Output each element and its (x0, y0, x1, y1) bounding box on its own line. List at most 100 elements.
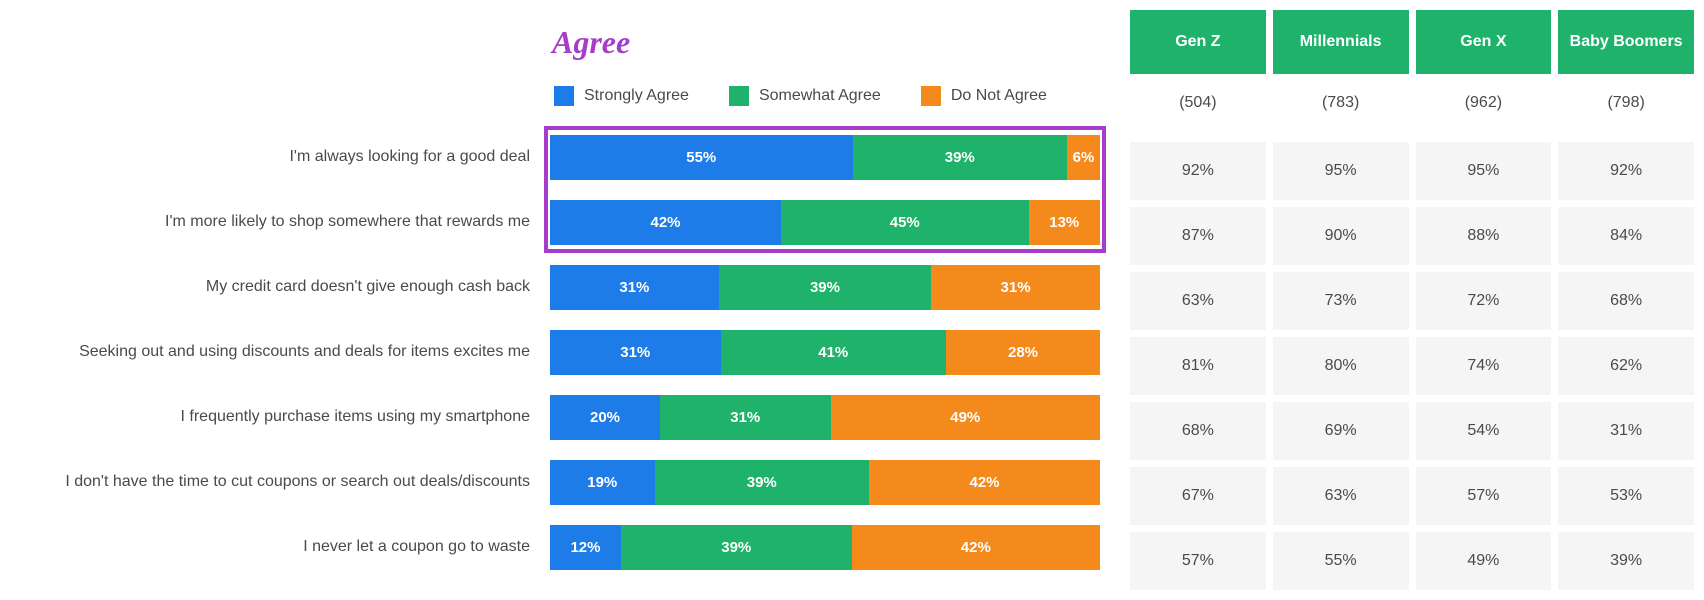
bar-segment: 13% (1029, 200, 1101, 245)
bar-segment: 55% (550, 135, 853, 180)
generation-cell: 84% (1558, 207, 1694, 265)
row-label: I'm always looking for a good deal (10, 148, 550, 166)
bar-segment: 39% (655, 460, 870, 505)
generation-cell: 49% (1416, 532, 1552, 590)
generation-cell: 69% (1273, 402, 1409, 460)
bars-wrap: 55%39%6%42%45%13%31%39%31%31%41%28%20%31… (550, 118, 1100, 576)
generation-cells-wrap: 95% 88% 72% 74% 54% 57% 49% (1416, 132, 1552, 590)
bar-segment: 45% (781, 200, 1029, 245)
legend-row: Strongly Agree Somewhat Agree Do Not Agree (550, 74, 1100, 118)
legend-swatch (554, 86, 574, 106)
stacked-bar: 31%39%31% (550, 265, 1100, 310)
generations-table: Gen Z(504)92%87%63%81%68%67%57%Millennia… (1100, 10, 1694, 590)
stacked-bar: 55%39%6% (550, 135, 1100, 180)
row-label: Seeking out and using discounts and deal… (10, 343, 550, 361)
generation-cells-wrap: 95%90%73%80%69%63%55% (1273, 132, 1409, 590)
generation-cell: 57% (1416, 467, 1552, 525)
generation-n: (504) (1130, 81, 1266, 125)
label-row: Seeking out and using discounts and deal… (10, 323, 550, 381)
generation-cell: 31% (1558, 402, 1694, 460)
legend-swatch (729, 86, 749, 106)
generation-n: (783) (1273, 81, 1409, 125)
bar-segment: 20% (550, 395, 660, 440)
bar-segment: 31% (550, 265, 719, 310)
row-label: I frequently purchase items using my sma… (10, 408, 550, 426)
row-labels-wrap: I'm always looking for a good deal I'm mo… (10, 118, 550, 576)
generation-column: Gen Z(504)92%87%63%81%68%67%57% (1130, 10, 1266, 590)
bar-row: 42%45%13% (550, 193, 1100, 251)
bar-row: 31%39%31% (550, 258, 1100, 316)
bar-segment: 39% (853, 135, 1068, 180)
generation-cell: 80% (1273, 337, 1409, 395)
header-spacer (10, 10, 550, 74)
chart-title: Agree (550, 24, 630, 61)
legend-label: Strongly Agree (584, 87, 689, 105)
bar-segment: 19% (550, 460, 655, 505)
stacked-bar: 20%31%49% (550, 395, 1100, 440)
label-row: I'm more likely to shop somewhere that r… (10, 193, 550, 251)
generation-cell: 73% (1273, 272, 1409, 330)
stacked-bar: 12%39%42% (550, 525, 1100, 570)
generation-cell: 68% (1558, 272, 1694, 330)
legend-swatch (921, 86, 941, 106)
legend-label: Somewhat Agree (759, 87, 881, 105)
generation-cell: 95% (1273, 142, 1409, 200)
generation-n: (798) (1558, 81, 1694, 125)
generation-cell: 62% (1558, 337, 1694, 395)
bar-segment: 39% (621, 525, 852, 570)
generation-cell: 63% (1273, 467, 1409, 525)
label-row: I never let a coupon go to waste (10, 518, 550, 576)
generation-cell: 39% (1558, 532, 1694, 590)
row-label: I'm more likely to shop somewhere that r… (10, 213, 550, 231)
generation-n: (962) (1416, 81, 1552, 125)
bar-row: 55%39%6% (550, 128, 1100, 186)
generation-header: Baby Boomers (1558, 10, 1694, 74)
bar-row: 12%39%42% (550, 518, 1100, 576)
label-row: I don't have the time to cut coupons or … (10, 453, 550, 511)
legend-spacer (10, 74, 550, 118)
generation-cell: 57% (1130, 532, 1266, 590)
generation-header: Gen Z (1130, 10, 1266, 74)
legend-label: Do Not Agree (951, 87, 1047, 105)
generation-cell: 92% (1558, 142, 1694, 200)
row-label: I never let a coupon go to waste (10, 538, 550, 556)
bar-segment: 42% (550, 200, 781, 245)
stacked-bar: 19%39%42% (550, 460, 1100, 505)
generation-cell: 67% (1130, 467, 1266, 525)
bar-segment: 39% (719, 265, 931, 310)
generation-column: Millennials(783)95%90%73%80%69%63%55% (1273, 10, 1409, 590)
generation-cell: 74% (1416, 337, 1552, 395)
generation-cell: 72% (1416, 272, 1552, 330)
bar-segment: 41% (721, 330, 947, 375)
generation-cell: 53% (1558, 467, 1694, 525)
bar-segment: 31% (550, 330, 721, 375)
legend-item: Somewhat Agree (729, 86, 881, 106)
stacked-bar: 31%41%28% (550, 330, 1100, 375)
legend-item: Do Not Agree (921, 86, 1047, 106)
generation-cell: 68% (1130, 402, 1266, 460)
labels-column: I'm always looking for a good deal I'm mo… (10, 10, 550, 590)
stacked-bar: 42%45%13% (550, 200, 1100, 245)
label-row: My credit card doesn't give enough cash … (10, 258, 550, 316)
legend-item: Strongly Agree (554, 86, 689, 106)
bar-row: 20%31%49% (550, 388, 1100, 446)
label-row: I'm always looking for a good deal (10, 128, 550, 186)
row-label: My credit card doesn't give enough cash … (10, 278, 550, 296)
generation-cell: 63% (1130, 272, 1266, 330)
generation-header: Gen X (1416, 10, 1552, 74)
chart-title-row: Agree (550, 10, 1100, 74)
generation-column: Gen X (962) 95% 88% 72% 74% 54% 57% 49% (1416, 10, 1552, 590)
bar-segment: 31% (660, 395, 831, 440)
generation-cell: 95% (1416, 142, 1552, 200)
bar-segment: 49% (831, 395, 1101, 440)
generation-cell: 88% (1416, 207, 1552, 265)
chart-column: Agree Strongly Agree Somewhat Agree Do Not… (550, 10, 1100, 590)
generation-cell: 54% (1416, 402, 1552, 460)
chart-container: I'm always looking for a good deal I'm mo… (10, 10, 1694, 590)
legend: Strongly Agree Somewhat Agree Do Not Agree (550, 86, 1047, 106)
bar-segment: 6% (1067, 135, 1100, 180)
generation-cell: 90% (1273, 207, 1409, 265)
generation-header: Millennials (1273, 10, 1409, 74)
generation-cell: 92% (1130, 142, 1266, 200)
generation-cell: 81% (1130, 337, 1266, 395)
